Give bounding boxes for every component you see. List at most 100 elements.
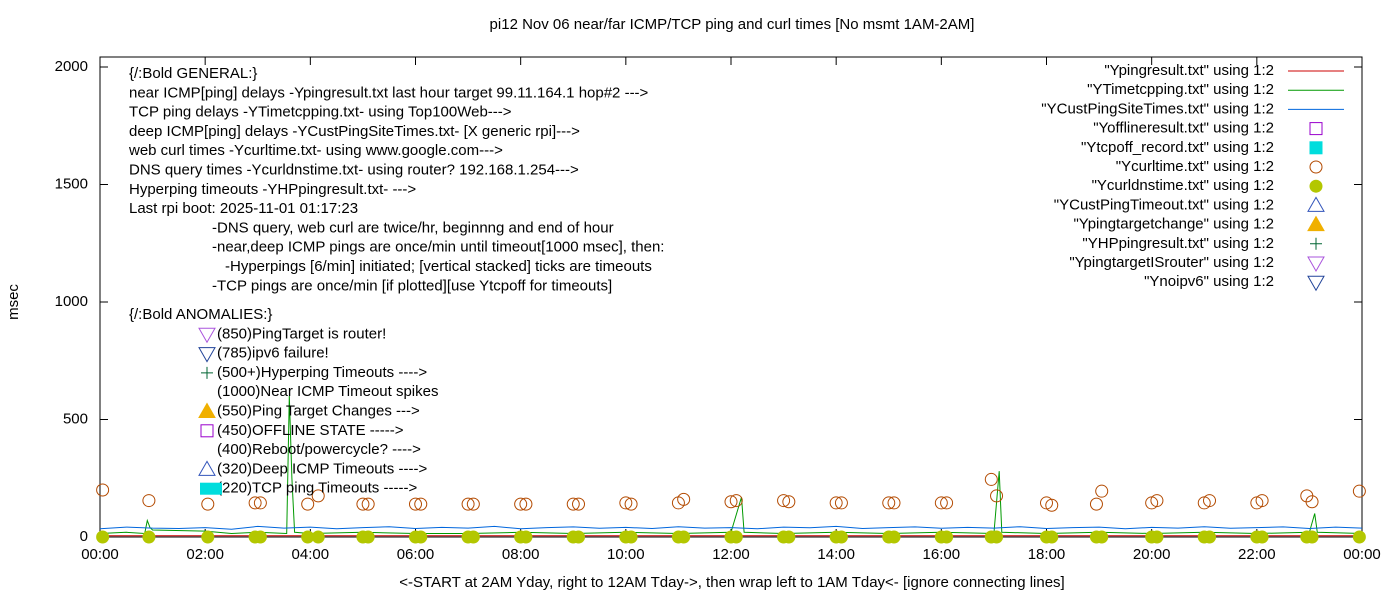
annotation-symbol (198, 460, 216, 476)
y-tick-label: 1500 (55, 175, 88, 192)
legend-label: "Yofflineresult.txt" using 1:2 (1093, 120, 1274, 137)
legend-label: "Ypingresult.txt" using 1:2 (1104, 62, 1274, 79)
data-point (729, 494, 743, 508)
legend-label: "Ycurldnstime.txt" using 1:2 (1092, 177, 1274, 194)
legend-swatch (1309, 122, 1323, 136)
data-point (414, 497, 428, 511)
data-point (1045, 498, 1059, 512)
data-point (882, 496, 896, 510)
data-point (940, 496, 954, 510)
data-point (829, 496, 843, 510)
data-point (990, 530, 1004, 544)
annotation: near ICMP[ping] delays -Ypingresult.txt … (129, 84, 649, 101)
data-point (990, 489, 1004, 503)
x-tick-label: 06:00 (397, 546, 435, 563)
annotation: -Hyperpings [6/min] initiated; [vertical… (225, 258, 652, 275)
data-point (248, 496, 262, 510)
data-point (96, 530, 110, 544)
x-tick-label: 04:00 (292, 546, 330, 563)
annotation: -DNS query, web curl are twice/hr, begin… (212, 219, 614, 236)
annotation: (500+)Hyperping Timeouts ----> (217, 364, 427, 381)
x-tick-label: 12:00 (712, 546, 750, 563)
data-point (834, 496, 848, 510)
x-tick-label: 08:00 (502, 546, 540, 563)
annotation-symbol (200, 482, 222, 495)
data-point (1352, 530, 1366, 544)
annotation-symbol (201, 366, 213, 379)
y-tick-label: 2000 (55, 58, 88, 75)
data-point (466, 530, 480, 544)
data-point (361, 530, 375, 544)
annotation: (400)Reboot/powercycle? ----> (217, 441, 421, 458)
annotation: {/:Bold GENERAL:} (129, 65, 257, 82)
annotation: {/:Bold ANOMALIES:} (129, 306, 272, 323)
data-point (1255, 530, 1269, 544)
data-point (142, 494, 156, 508)
annotation: deep ICMP[ping] delays -YCustPingSiteTim… (129, 123, 580, 140)
x-tick-label: 00:00 (81, 546, 119, 563)
data-point (142, 530, 156, 544)
y-tick-label: 0 (80, 528, 88, 545)
data-point (566, 497, 580, 511)
annotation: -TCP pings are once/min [if plotted][use… (212, 277, 612, 294)
x-tick-label: 02:00 (186, 546, 224, 563)
legend-label: "YTimetcpping.txt" using 1:2 (1087, 81, 1274, 98)
y-axis-label: msec (5, 284, 22, 320)
legend-swatch (1307, 275, 1325, 292)
legend-swatch (1307, 196, 1325, 212)
data-point (572, 530, 586, 544)
data-point (1305, 495, 1319, 509)
data-point (729, 530, 743, 544)
data-point (253, 530, 267, 544)
annotation: TCP ping delays -YTimetcpping.txt- using… (129, 104, 512, 121)
legend-label: "YHPpingresult.txt" using 1:2 (1082, 235, 1274, 252)
data-point (1150, 494, 1164, 508)
data-point (201, 497, 215, 511)
annotation: web curl times -Ycurltime.txt- using www… (128, 142, 503, 159)
data-point (619, 496, 633, 510)
data-point (1095, 484, 1109, 498)
x-tick-label: 18:00 (1028, 546, 1066, 563)
legend-swatch (1307, 215, 1325, 232)
data-point (514, 497, 528, 511)
annotation-symbol (200, 424, 214, 438)
annotation: (850)PingTarget is router! (217, 325, 386, 342)
data-point (96, 483, 110, 497)
annotation: Hyperping timeouts -YHPpingresult.txt- -… (129, 181, 416, 198)
x-tick-label: 22:00 (1238, 546, 1276, 563)
data-point (1255, 494, 1269, 508)
data-point (624, 530, 638, 544)
x-tick-label: 16:00 (923, 546, 961, 563)
data-point (519, 497, 533, 511)
data-point (940, 530, 954, 544)
data-point (301, 497, 315, 511)
annotation-symbol (198, 402, 216, 418)
data-point (887, 496, 901, 510)
annotation: (1000)Near ICMP Timeout spikes (217, 383, 438, 400)
data-point (1305, 530, 1319, 544)
data-point (782, 495, 796, 509)
annotation: -near,deep ICMP pings are once/min until… (212, 239, 664, 256)
data-point (572, 497, 586, 511)
data-point (461, 497, 475, 511)
data-point (1203, 494, 1217, 508)
data-point (934, 496, 948, 510)
x-tick-label: 00:00 (1343, 546, 1381, 563)
data-point (677, 530, 691, 544)
data-point (519, 530, 533, 544)
data-line (99, 525, 1363, 530)
legend-swatch (1309, 141, 1323, 155)
data-point (777, 494, 791, 508)
data-point (361, 497, 375, 511)
legend-label: "YCustPingSiteTimes.txt" using 1:2 (1041, 100, 1274, 117)
data-point (984, 472, 998, 486)
data-point (1352, 484, 1366, 498)
chart-title: pi12 Nov 06 near/far ICMP/TCP ping and c… (490, 16, 975, 33)
annotation: DNS query times -Ycurldnstime.txt- using… (129, 161, 579, 178)
data-line (99, 395, 1363, 535)
data-point (1089, 497, 1103, 511)
data-point (356, 497, 370, 511)
legend-label: "Ycurltime.txt" using 1:2 (1116, 158, 1274, 175)
